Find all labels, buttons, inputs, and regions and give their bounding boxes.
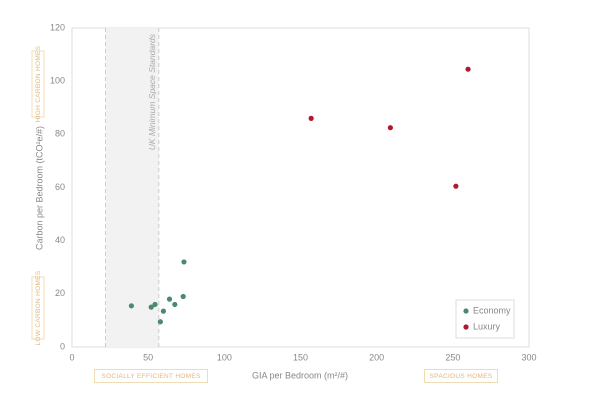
point: [181, 259, 187, 265]
annotation: LOW CARBON HOMES: [31, 270, 45, 345]
x-tick-label: 250: [445, 352, 460, 362]
point: [128, 303, 135, 309]
annotation: SPACIOUS HOMES: [424, 369, 498, 383]
annotation: SOCIALLY EFFICIENT HOMES: [94, 369, 208, 383]
x-tick-label: 50: [143, 352, 153, 362]
y-tick-label: 120: [50, 22, 65, 32]
point: [308, 115, 314, 121]
x-tick-label: 300: [521, 352, 536, 362]
y-axis-label: Carbon per Bedroom (tCO²e/#): [34, 126, 44, 250]
point: [157, 319, 163, 325]
annotation-text: HIGH CARBON HOMES: [35, 45, 42, 122]
annotation-box: [424, 369, 498, 383]
shaded-region: [105, 28, 159, 347]
y-tick-label: 100: [50, 76, 65, 86]
point: [172, 301, 178, 308]
x-tick-label: 150: [293, 352, 308, 362]
region-label: UK Minimum Space Standards: [147, 33, 157, 150]
point: [387, 125, 393, 131]
legend-marker: [463, 324, 469, 330]
annotation-text: LOW CARBON HOMES: [35, 270, 42, 345]
x-tick-label: 200: [369, 352, 384, 362]
legend-box: [455, 299, 515, 339]
annotation-box: [31, 276, 45, 340]
y-tick-label: 40: [55, 235, 65, 245]
annotation-text: SPACIOUS HOMES: [430, 373, 493, 380]
annotation-text: SOCIALLY EFFICIENT HOMES: [101, 373, 201, 380]
legend-label: Luxury: [473, 321, 501, 331]
x-tick-label: 100: [217, 352, 232, 362]
y-tick-label: 60: [55, 182, 65, 192]
point: [160, 308, 166, 314]
point: [453, 183, 459, 189]
annotation-box: [94, 369, 208, 383]
legend-label: Economy: [473, 305, 511, 315]
y-tick-label: 20: [55, 288, 65, 298]
point: [166, 296, 173, 302]
point: [180, 293, 186, 300]
y-tick-label: 80: [55, 129, 65, 139]
point: [148, 304, 154, 310]
y-tick-label: 0: [60, 341, 65, 351]
annotation: HIGH CARBON HOMES: [31, 45, 45, 122]
x-axis-label: GIA per Bedroom (m²/#): [252, 370, 348, 380]
legend-marker: [463, 308, 469, 314]
point: [152, 301, 158, 308]
point: [465, 66, 471, 72]
plot-frame: [71, 27, 530, 348]
annotation-box: [31, 50, 45, 118]
x-tick-label: 0: [69, 352, 74, 362]
